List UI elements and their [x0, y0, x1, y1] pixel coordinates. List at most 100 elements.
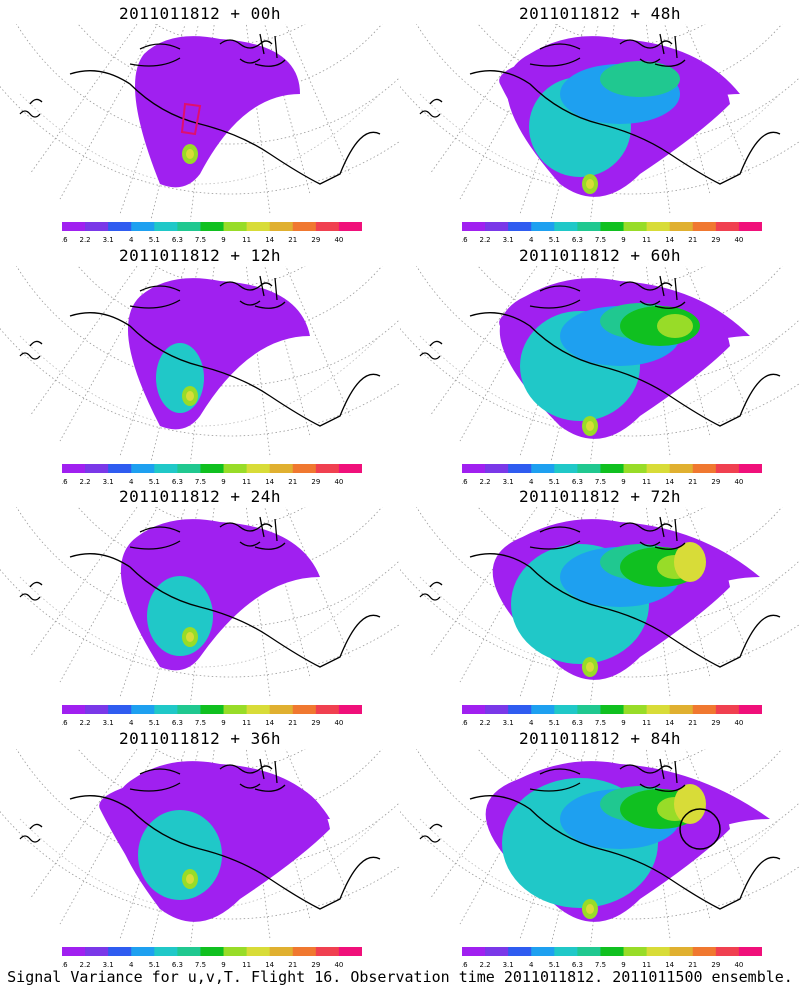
colorbar-swatch: [292, 947, 317, 956]
colorbar-label: 7.5: [595, 478, 606, 486]
colorbar-swatch: [600, 222, 625, 231]
colorbar-label: 9: [621, 961, 625, 969]
colorbar-label: 40: [734, 236, 743, 244]
colorbar-label: 11: [242, 478, 251, 486]
colorbar-swatch: [462, 222, 486, 231]
colorbar-swatch: [669, 464, 694, 473]
colorbar-swatch: [531, 705, 555, 714]
variance-map: [0, 507, 400, 703]
colorbar-swatch: [315, 947, 340, 956]
colorbar-swatch: [338, 464, 362, 473]
panel-title: 2011011812 + 12h: [118, 246, 282, 265]
colorbar-label: 29: [711, 478, 720, 486]
colorbar-swatch: [85, 947, 109, 956]
colorbar: 1.6 2.2 3.1 4 5.1 6.3 7.5 9 11 14 21 29 40: [62, 464, 362, 486]
colorbar-swatch: [715, 705, 740, 714]
colorbar-swatch: [577, 947, 601, 956]
colorbar-label: 1.6: [462, 961, 468, 969]
colorbar-label: 4: [129, 961, 134, 969]
colorbar-label: 11: [642, 961, 651, 969]
colorbar-label: 40: [334, 478, 343, 486]
variance-map: [0, 266, 400, 462]
colorbar-swatch: [269, 222, 294, 231]
colorbar-label: 2.2: [480, 236, 491, 244]
colorbar-label: 11: [642, 719, 651, 727]
colorbar-label: 14: [665, 478, 674, 486]
colorbar: 1.6 2.2 3.1 4 5.1 6.3 7.5 9 11 14 21 29 40: [62, 947, 362, 969]
colorbar-swatch: [154, 464, 178, 473]
colorbar-label: 4: [129, 719, 134, 727]
forecast-panel: 2011011812 + 60h 1.6 2.2 3.1 4 5.1 6.3 7.5 9 11 14…: [400, 242, 800, 487]
colorbar-swatch: [600, 464, 625, 473]
colorbar-label: 5.1: [149, 961, 160, 969]
colorbar-swatch: [531, 947, 555, 956]
colorbar-label: 7.5: [195, 478, 206, 486]
forecast-panel: 2011011812 + 72h 1.6 2.2 3.1 4 5.1 6.3 7.5 9 11 14…: [400, 483, 800, 728]
colorbar-swatch: [462, 464, 486, 473]
colorbar-label: 2.2: [80, 236, 91, 244]
colorbar: 1.6 2.2 3.1 4 5.1 6.3 7.5 9 11 14 21 29 40: [62, 222, 362, 244]
colorbar-label: 9: [221, 961, 225, 969]
colorbar-swatch: [577, 705, 601, 714]
colorbar-swatch: [692, 947, 717, 956]
colorbar-swatch: [600, 947, 625, 956]
colorbar-label: 4: [129, 236, 134, 244]
colorbar-swatch: [108, 464, 132, 473]
colorbar-label: 2.2: [480, 961, 491, 969]
colorbar-label: 1.6: [62, 236, 68, 244]
colorbar-swatch: [85, 222, 109, 231]
colorbar-label: 6.3: [572, 478, 583, 486]
colorbar-label: 5.1: [149, 719, 160, 727]
colorbar-label: 40: [334, 236, 343, 244]
colorbar-label: 29: [311, 478, 320, 486]
colorbar-swatch: [246, 464, 271, 473]
forecast-panel: 2011011812 + 84h 1.6 2.2 3.1 4 5.1 6.3 7.5 9 11 14…: [400, 725, 800, 970]
colorbar-label: 7.5: [595, 236, 606, 244]
colorbar-swatch: [177, 222, 201, 231]
colorbar: 1.6 2.2 3.1 4 5.1 6.3 7.5 9 11 14 21 29 40: [62, 705, 362, 727]
colorbar-swatch: [623, 464, 648, 473]
colorbar-swatch: [485, 947, 509, 956]
colorbar-label: 40: [734, 961, 743, 969]
colorbar-label: 21: [288, 719, 297, 727]
colorbar-label: 21: [288, 478, 297, 486]
colorbar-label: 6.3: [572, 719, 583, 727]
colorbar-label: 11: [642, 478, 651, 486]
colorbar-swatch: [577, 222, 601, 231]
colorbar-label: 4: [129, 478, 134, 486]
colorbar-label: 3.1: [503, 236, 514, 244]
colorbar-swatch: [315, 222, 340, 231]
colorbar-label: 9: [621, 478, 625, 486]
colorbar-swatch: [315, 464, 340, 473]
colorbar-swatch: [715, 222, 740, 231]
variance-map: [0, 24, 400, 220]
colorbar-swatch: [462, 947, 486, 956]
colorbar-swatch: [692, 464, 717, 473]
colorbar-swatch: [292, 705, 317, 714]
colorbar-label: 11: [242, 719, 251, 727]
colorbar-label: 21: [688, 719, 697, 727]
colorbar-label: 2.2: [80, 961, 91, 969]
colorbar-swatch: [85, 705, 109, 714]
variance-map: [400, 507, 800, 703]
colorbar-swatch: [131, 705, 155, 714]
colorbar-label: 7.5: [195, 719, 206, 727]
colorbar-label: 4: [529, 719, 534, 727]
colorbar-label: 21: [688, 236, 697, 244]
colorbar-swatch: [669, 947, 694, 956]
colorbar-label: 21: [288, 961, 297, 969]
variance-map: [400, 24, 800, 220]
colorbar-swatch: [738, 464, 762, 473]
colorbar-label: 1.6: [462, 719, 468, 727]
colorbar-swatch: [62, 464, 86, 473]
colorbar-label: 29: [711, 961, 720, 969]
colorbar-swatch: [315, 705, 340, 714]
colorbar-label: 29: [311, 961, 320, 969]
colorbar-label: 3.1: [503, 719, 514, 727]
colorbar-swatch: [531, 464, 555, 473]
colorbar-label: 5.1: [549, 961, 560, 969]
colorbar-label: 2.2: [480, 478, 491, 486]
colorbar-swatch: [508, 222, 532, 231]
colorbar-swatch: [200, 464, 225, 473]
colorbar-label: 14: [665, 719, 674, 727]
